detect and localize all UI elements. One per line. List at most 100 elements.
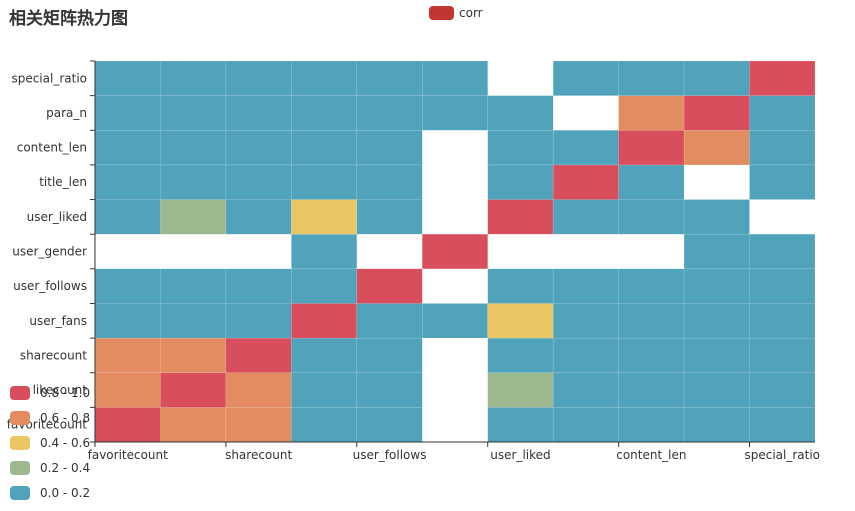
heatmap-cell[interactable] — [356, 199, 423, 235]
heatmap-cell[interactable] — [291, 407, 358, 443]
heatmap-cell[interactable] — [618, 407, 685, 443]
heatmap-cell[interactable] — [421, 95, 489, 131]
heatmap-cell[interactable] — [683, 372, 750, 408]
visual-map-item[interactable]: 0.8 - 1.0 — [10, 380, 90, 405]
heatmap-cell[interactable] — [749, 268, 816, 304]
visual-map[interactable]: 0.8 - 1.0 0.6 - 0.8 0.4 - 0.6 0.2 - 0.4 0.0 … — [10, 380, 90, 505]
heatmap-cell[interactable] — [160, 337, 227, 374]
heatmap-cell[interactable] — [94, 303, 161, 339]
heatmap-cell[interactable] — [291, 372, 358, 408]
heatmap-cell[interactable] — [94, 407, 161, 443]
heatmap-cell[interactable] — [749, 303, 816, 339]
heatmap-cell[interactable] — [749, 372, 816, 408]
heatmap-cell[interactable] — [291, 60, 358, 96]
heatmap-cell[interactable] — [749, 95, 816, 131]
heatmap-cell[interactable] — [160, 303, 227, 339]
heatmap-cell[interactable] — [94, 60, 161, 96]
heatmap-cell[interactable] — [552, 268, 619, 304]
heatmap-cell[interactable] — [356, 129, 423, 166]
heatmap-cell[interactable] — [291, 129, 358, 166]
heatmap-cell[interactable] — [94, 129, 161, 166]
heatmap-cell[interactable] — [225, 337, 292, 374]
heatmap-cell[interactable] — [683, 268, 750, 304]
heatmap-cell[interactable] — [487, 95, 554, 131]
heatmap-cell[interactable] — [618, 60, 685, 96]
heatmap-cell[interactable] — [291, 337, 358, 374]
heatmap-cell[interactable] — [421, 60, 489, 96]
heatmap-cell[interactable] — [225, 129, 292, 166]
heatmap-cell[interactable] — [94, 372, 161, 408]
heatmap-cell[interactable] — [618, 199, 685, 235]
heatmap-cell[interactable] — [421, 233, 489, 270]
visual-map-item[interactable]: 0.6 - 0.8 — [10, 405, 90, 430]
heatmap-cell[interactable] — [225, 199, 292, 235]
heatmap-cell[interactable] — [94, 337, 161, 374]
heatmap-cell[interactable] — [160, 60, 227, 96]
heatmap-cell[interactable] — [225, 303, 292, 339]
visual-map-item[interactable]: 0.4 - 0.6 — [10, 430, 90, 455]
heatmap-cell[interactable] — [160, 164, 227, 200]
heatmap-cell[interactable] — [552, 407, 619, 443]
heatmap-cell[interactable] — [487, 164, 554, 200]
heatmap-cell[interactable] — [552, 337, 619, 374]
heatmap-cell[interactable] — [618, 95, 685, 131]
visual-map-item[interactable]: 0.2 - 0.4 — [10, 455, 90, 480]
heatmap-cell[interactable] — [160, 268, 227, 304]
heatmap-cell[interactable] — [749, 407, 816, 443]
heatmap-cell[interactable] — [421, 303, 489, 339]
heatmap-cell[interactable] — [618, 337, 685, 374]
heatmap-cell[interactable] — [487, 337, 554, 374]
heatmap-cell[interactable] — [749, 129, 816, 166]
heatmap-cell[interactable] — [749, 164, 816, 200]
heatmap-cell[interactable] — [356, 337, 423, 374]
heatmap-cell[interactable] — [225, 164, 292, 200]
heatmap-cell[interactable] — [618, 164, 685, 200]
heatmap-cell[interactable] — [225, 372, 292, 408]
heatmap-cell[interactable] — [356, 164, 423, 200]
heatmap-cell[interactable] — [356, 407, 423, 443]
heatmap-cell[interactable] — [552, 199, 619, 235]
heatmap-cell[interactable] — [94, 199, 161, 235]
heatmap-cell[interactable] — [291, 164, 358, 200]
series-legend[interactable]: corr — [429, 6, 483, 20]
heatmap-cell[interactable] — [487, 199, 554, 235]
heatmap-cell[interactable] — [160, 95, 227, 131]
heatmap-cell[interactable] — [291, 233, 358, 270]
visual-map-item[interactable]: 0.0 - 0.2 — [10, 480, 90, 505]
heatmap-cell[interactable] — [552, 372, 619, 408]
heatmap-cell[interactable] — [749, 337, 816, 374]
heatmap-cell[interactable] — [356, 60, 423, 96]
heatmap-cell[interactable] — [291, 303, 358, 339]
heatmap-cell[interactable] — [94, 268, 161, 304]
heatmap-cell[interactable] — [749, 233, 816, 270]
heatmap-cell[interactable] — [683, 233, 750, 270]
heatmap-cell[interactable] — [487, 129, 554, 166]
heatmap-cell[interactable] — [291, 95, 358, 131]
heatmap-cell[interactable] — [487, 268, 554, 304]
heatmap-cell[interactable] — [356, 95, 423, 131]
heatmap-cell[interactable] — [618, 303, 685, 339]
heatmap-cell[interactable] — [291, 199, 358, 235]
heatmap-cell[interactable] — [160, 372, 227, 408]
heatmap-cell[interactable] — [618, 268, 685, 304]
heatmap-cell[interactable] — [291, 268, 358, 304]
heatmap-cell[interactable] — [683, 129, 750, 166]
heatmap-cell[interactable] — [160, 199, 227, 235]
heatmap-cell[interactable] — [94, 164, 161, 200]
heatmap-cell[interactable] — [225, 268, 292, 304]
heatmap-cell[interactable] — [356, 303, 423, 339]
heatmap-cell[interactable] — [225, 60, 292, 96]
heatmap-cell[interactable] — [618, 129, 685, 166]
heatmap-cell[interactable] — [683, 407, 750, 443]
heatmap-cell[interactable] — [683, 60, 750, 96]
heatmap-cell[interactable] — [94, 95, 161, 131]
heatmap-cell[interactable] — [552, 129, 619, 166]
heatmap-cell[interactable] — [552, 303, 619, 339]
heatmap-cell[interactable] — [160, 129, 227, 166]
heatmap-cell[interactable] — [683, 199, 750, 235]
heatmap-cell[interactable] — [160, 407, 227, 443]
heatmap-cell[interactable] — [487, 407, 554, 443]
heatmap-cell[interactable] — [487, 303, 554, 339]
heatmap-cell[interactable] — [225, 407, 292, 443]
heatmap-cell[interactable] — [618, 372, 685, 408]
